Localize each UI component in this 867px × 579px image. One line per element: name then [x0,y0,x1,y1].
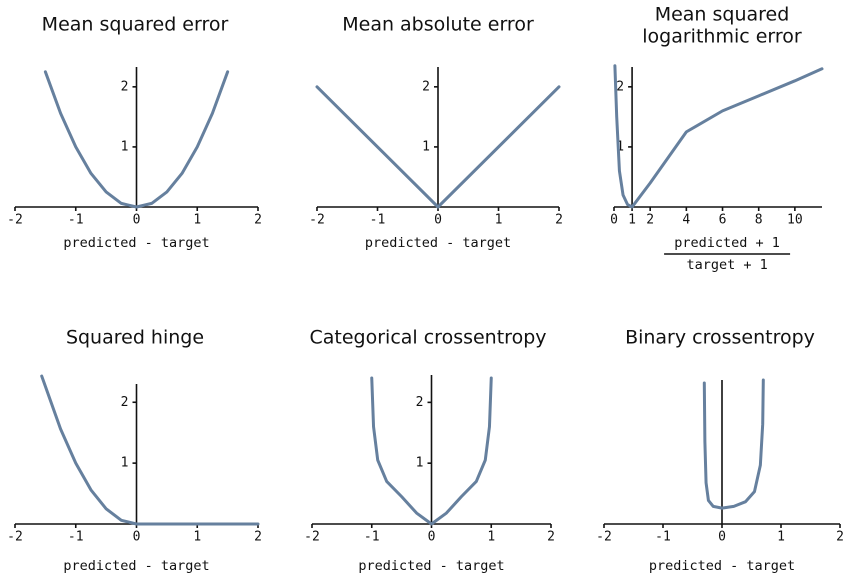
x-tick-label: 8 [755,213,763,228]
x-tick-label: -1 [655,530,671,545]
chart-title: logarithmic error [642,26,802,48]
x-tick-label: 4 [682,213,690,228]
x-tick-label: 0 [610,213,618,228]
x-tick-label: -1 [68,530,84,545]
x-tick-label: 2 [254,213,262,228]
x-tick-label: 1 [487,530,495,545]
x-tick-label: -1 [370,213,386,228]
loss-curve [315,85,561,209]
x-axis-label: predicted + 1 [674,235,780,251]
y-tick-label: 1 [121,139,129,154]
chart-title: Mean absolute error [342,14,534,36]
x-tick-label: 0 [434,213,442,228]
loss-curve [613,64,824,209]
loss-curve [702,378,765,510]
x-tick-label: 2 [254,530,262,545]
x-tick-label: 0 [428,530,436,545]
chart-title: Categorical crossentropy [310,327,547,349]
x-tick-label: 2 [646,213,654,228]
chart-title: Squared hinge [66,327,204,349]
x-tick-label: 0 [133,530,141,545]
x-axis-label: target + 1 [686,257,767,273]
x-tick-label: -2 [596,530,612,545]
y-tick-label: 1 [422,139,430,154]
x-tick-label: 2 [836,530,844,545]
x-axis-label: predicted - target [649,558,795,574]
x-tick-label: 0 [718,530,726,545]
x-axis-label: predicted - target [63,235,209,251]
x-tick-label: 2 [555,213,563,228]
x-tick-label: 1 [495,213,503,228]
loss-curve [43,70,230,209]
x-tick-label: -2 [7,213,23,228]
x-tick-label: -1 [364,530,380,545]
x-axis-label: predicted - target [365,235,511,251]
y-tick-label: 1 [616,139,624,154]
loss-curve [370,376,493,526]
x-tick-label: -2 [309,213,325,228]
y-tick-label: 1 [416,456,424,471]
x-tick-label: 1 [777,530,785,545]
chart-title: Binary crossentropy [625,327,815,349]
x-tick-label: 0 [133,213,141,228]
x-tick-label: -2 [7,530,23,545]
x-tick-label: 10 [787,213,803,228]
y-tick-label: 2 [121,395,129,410]
chart-title: Mean squared [655,4,790,26]
y-tick-label: 1 [121,456,129,471]
x-tick-label: 6 [719,213,727,228]
loss-curve [40,374,260,526]
x-tick-label: 1 [193,213,201,228]
x-tick-label: -2 [304,530,320,545]
y-tick-label: 2 [422,79,430,94]
x-tick-label: 2 [547,530,555,545]
y-tick-label: 2 [416,395,424,410]
y-tick-label: 2 [121,79,129,94]
x-axis-label: predicted - target [358,558,504,574]
x-tick-label: 1 [628,213,636,228]
x-axis-label: predicted - target [63,558,209,574]
y-tick-label: 2 [616,79,624,94]
x-tick-label: -1 [68,213,84,228]
x-tick-label: 1 [193,530,201,545]
chart-title: Mean squared error [42,14,229,36]
